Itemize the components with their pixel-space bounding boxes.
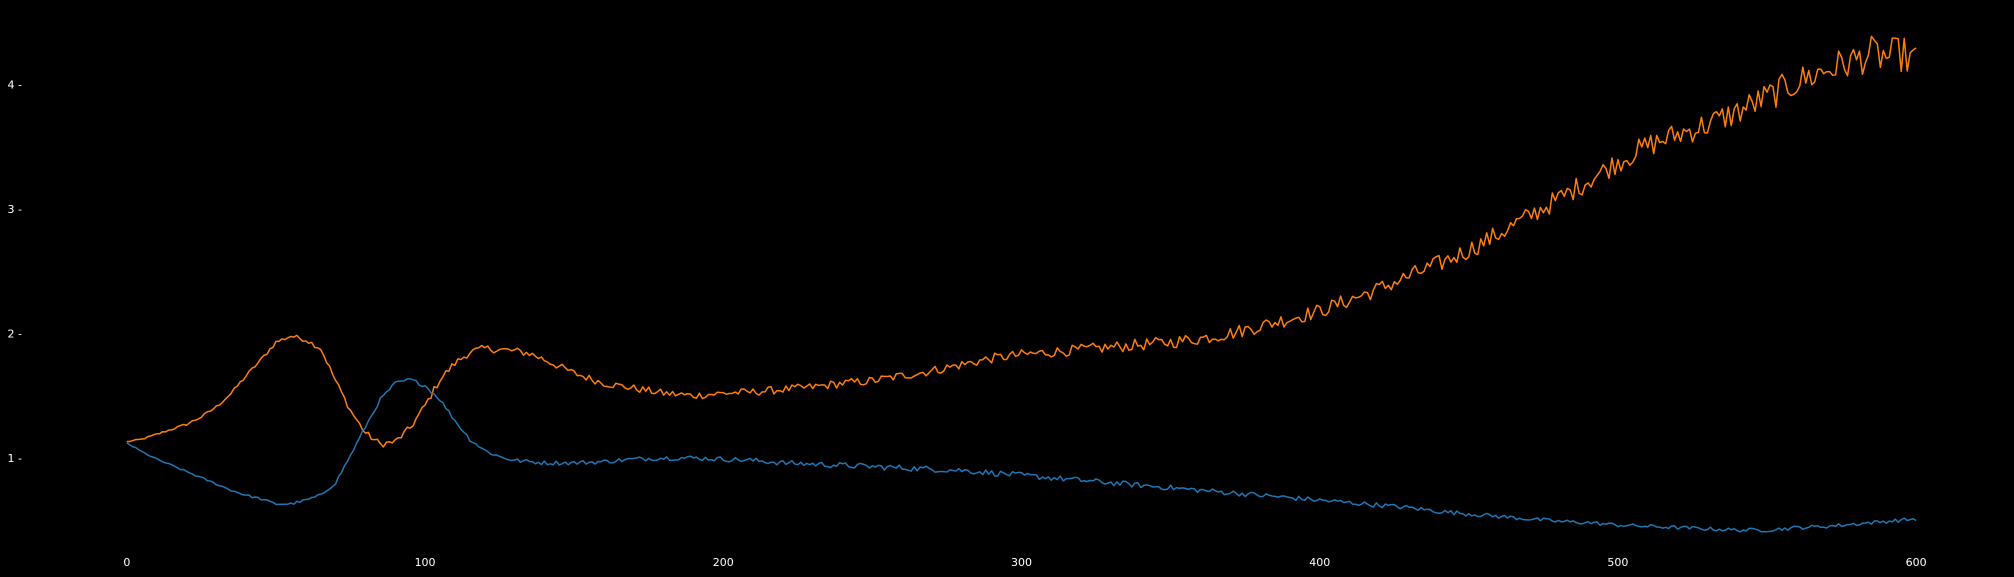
x-tick-label: 0 — [123, 556, 130, 569]
y-axis: 1 - 2 - 3 - 4 - — [8, 79, 22, 465]
series-line-2 — [126, 378, 1917, 533]
x-tick-label: 600 — [1906, 556, 1927, 569]
series-line-1 — [126, 35, 1917, 448]
y-tick-label: 1 - — [8, 452, 22, 465]
series-layer — [126, 35, 1917, 533]
x-tick-label: 500 — [1607, 556, 1628, 569]
x-tick-label: 300 — [1011, 556, 1032, 569]
x-tick-label: 200 — [713, 556, 734, 569]
y-tick-label: 2 - — [8, 327, 22, 340]
x-tick-label: 100 — [415, 556, 436, 569]
y-tick-label: 4 - — [8, 79, 22, 92]
x-axis: 0 100 200 300 400 500 600 — [123, 556, 1926, 569]
y-tick-label: 3 - — [8, 203, 22, 216]
x-tick-label: 400 — [1309, 556, 1330, 569]
